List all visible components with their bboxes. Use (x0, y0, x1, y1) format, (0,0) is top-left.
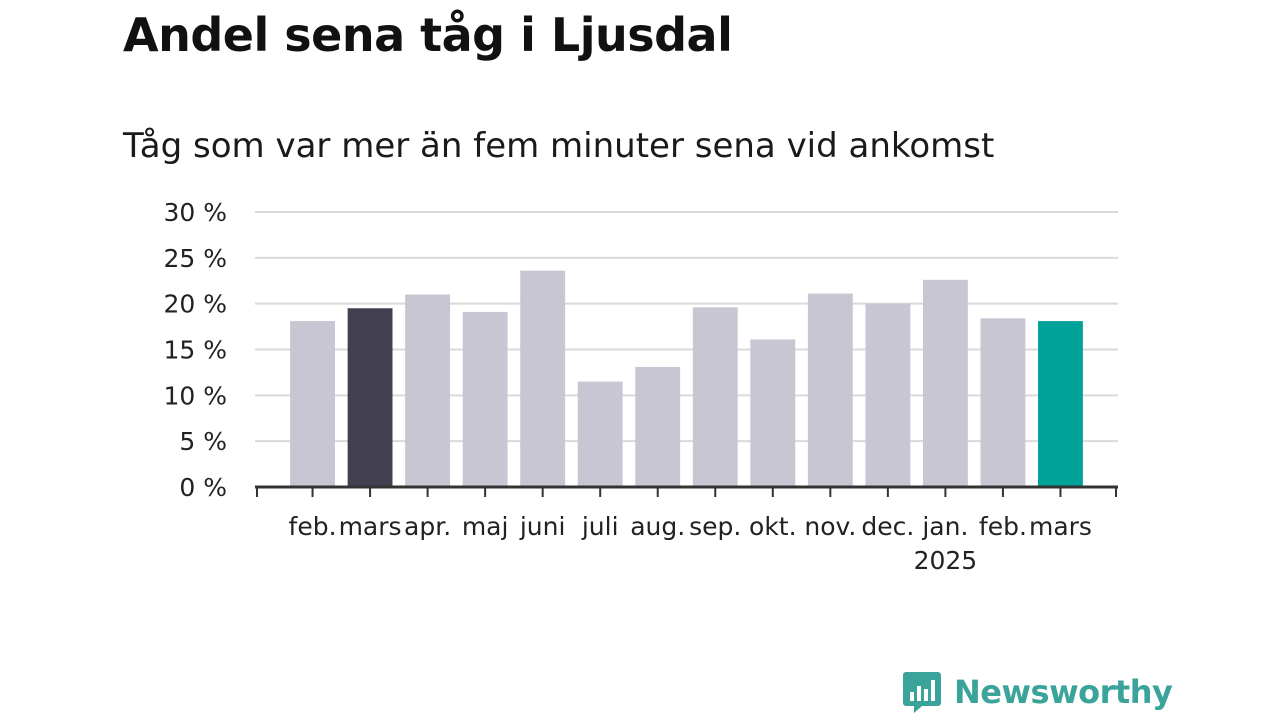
bar (635, 366, 681, 487)
x-tick-label: feb. (979, 512, 1027, 541)
newsworthy-logo: Newsworthy (902, 670, 1173, 714)
bar (922, 279, 968, 487)
x-tick-label: dec. (861, 512, 914, 541)
y-tick-label: 25 % (163, 244, 227, 273)
grid-lines (255, 211, 1118, 443)
x-tick-label: nov. (804, 512, 856, 541)
y-tick-label: 15 % (163, 336, 227, 365)
bar (290, 321, 335, 487)
bar (865, 303, 911, 487)
bar (577, 381, 623, 487)
bars (290, 270, 1083, 487)
x-axis (255, 485, 1118, 497)
bar (980, 318, 1026, 487)
bar (347, 308, 393, 487)
x-tick-label: jan. (921, 512, 968, 541)
x-tick-label: apr. (404, 512, 451, 541)
x-tick-label: juli (581, 512, 619, 541)
y-tick-label: 20 % (163, 290, 227, 319)
chart-title: Andel sena tåg i Ljusdal (123, 8, 733, 62)
y-axis-ticks: 0 % 5 % 10 % 15 % 20 % 25 % 30 % (163, 198, 227, 502)
y-tick-label: 30 % (163, 198, 227, 227)
x-tick-label: okt. (749, 512, 797, 541)
bar (692, 307, 738, 487)
chart-subtitle: Tåg som var mer än fem minuter sena vid … (123, 126, 995, 166)
bar (807, 293, 853, 487)
x-tick-label: mars (1029, 512, 1092, 541)
x-tick-label: maj (462, 512, 509, 541)
x-tick-label: aug. (630, 512, 685, 541)
newsworthy-logo-icon (903, 672, 941, 713)
bar (750, 339, 796, 487)
x-year-label: 2025 (914, 546, 978, 575)
y-tick-label: 5 % (179, 427, 227, 456)
y-tick-label: 10 % (163, 381, 227, 410)
x-tick-label: feb. (289, 512, 337, 541)
bar (520, 270, 566, 487)
brand-name: Newsworthy (954, 673, 1173, 711)
bar (405, 294, 451, 487)
x-tick-label: sep. (689, 512, 741, 541)
x-axis-labels: feb. mars apr. maj juni juli aug. sep. okt. nov. d… (289, 512, 1092, 575)
x-tick-label: juni (519, 512, 566, 541)
y-tick-label: 0 % (179, 473, 227, 502)
x-tick-label: mars (339, 512, 402, 541)
bar (1038, 321, 1083, 487)
bar (462, 311, 508, 487)
